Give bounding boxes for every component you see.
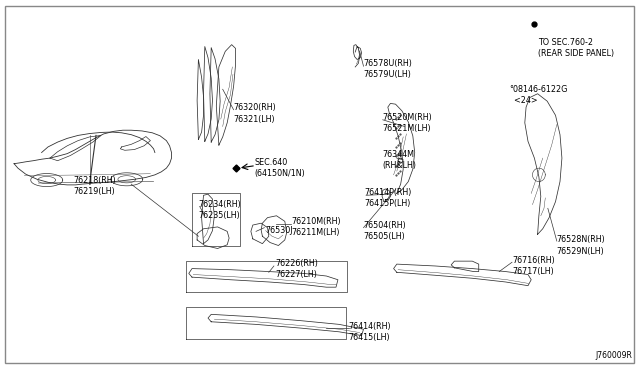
Text: 76414P(RH)
76415P(LH): 76414P(RH) 76415P(LH) <box>365 188 412 208</box>
Text: 76578U(RH)
76579U(LH): 76578U(RH) 76579U(LH) <box>364 59 412 79</box>
Text: 76218(RH)
76219(LH): 76218(RH) 76219(LH) <box>74 176 116 196</box>
Text: 76530J: 76530J <box>266 226 293 235</box>
Text: 76716(RH)
76717(LH): 76716(RH) 76717(LH) <box>512 256 555 276</box>
Text: 76520M(RH)
76521M(LH): 76520M(RH) 76521M(LH) <box>383 113 433 133</box>
Text: 76504(RH)
76505(LH): 76504(RH) 76505(LH) <box>364 221 406 241</box>
Text: TO SEC.760-2
(REAR SIDE PANEL): TO SEC.760-2 (REAR SIDE PANEL) <box>538 38 614 58</box>
Text: 76226(RH)
76227(LH): 76226(RH) 76227(LH) <box>275 259 318 279</box>
Text: SEC.640
(64150N/1N): SEC.640 (64150N/1N) <box>255 158 305 178</box>
Text: 76210M(RH)
76211M(LH): 76210M(RH) 76211M(LH) <box>291 217 341 237</box>
Text: 76234(RH)
76235(LH): 76234(RH) 76235(LH) <box>198 200 241 220</box>
Text: J760009R: J760009R <box>595 351 632 360</box>
Text: 76320(RH)
76321(LH): 76320(RH) 76321(LH) <box>234 103 276 124</box>
Text: °08146-6122G
  <24>: °08146-6122G <24> <box>509 85 567 105</box>
Text: 76344M
(RH&LH): 76344M (RH&LH) <box>383 150 417 170</box>
Text: 76414(RH)
76415(LH): 76414(RH) 76415(LH) <box>349 322 392 342</box>
Text: 76528N(RH)
76529N(LH): 76528N(RH) 76529N(LH) <box>557 235 605 256</box>
